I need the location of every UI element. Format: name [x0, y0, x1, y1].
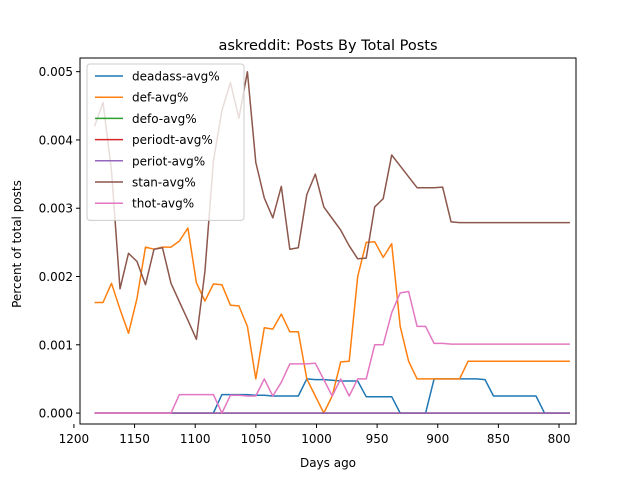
- plot-area: [79, 57, 577, 425]
- x-tick-label: 850: [487, 432, 510, 446]
- x-tick-label: 1000: [301, 432, 332, 446]
- x-tick-label: 1100: [180, 432, 211, 446]
- x-axis: 1200 1150 1100 1050 1000 950 900 850 800: [59, 424, 571, 446]
- series-line-def-avg: [94, 227, 570, 414]
- x-tick-label: 950: [366, 432, 389, 446]
- y-tick-label: 0.000: [39, 407, 73, 421]
- y-tick-label: 0.005: [39, 65, 73, 79]
- x-tick-label: 900: [426, 432, 449, 446]
- legend-entry: periot-avg%: [132, 154, 205, 168]
- x-tick-label: 1050: [241, 432, 272, 446]
- legend-box: [86, 63, 245, 221]
- legend-entry: periodt-avg%: [132, 133, 213, 147]
- chart-title: askreddit: Posts By Total Posts: [218, 38, 437, 54]
- y-axis-label: Percent of total posts: [10, 180, 24, 308]
- y-tick-label: 0.002: [39, 270, 73, 284]
- legend-entry: stan-avg%: [132, 176, 196, 190]
- y-tick-label: 0.004: [39, 133, 73, 147]
- x-tick-label: 1150: [119, 432, 150, 446]
- y-tick-label: 0.001: [39, 338, 73, 352]
- y-axis: 0.000 0.001 0.002 0.003 0.004 0.005: [39, 65, 80, 421]
- x-axis-label: Days ago: [300, 456, 356, 470]
- series-line-thot-avg: [94, 290, 570, 414]
- legend-entry: def-avg%: [132, 91, 188, 105]
- legend-entry: thot-avg%: [132, 197, 194, 211]
- x-tick-label: 800: [548, 432, 571, 446]
- x-tick-label: 1200: [59, 432, 90, 446]
- legend-entry: defo-avg%: [132, 112, 197, 126]
- y-tick-label: 0.003: [39, 202, 73, 216]
- plot-frame: [79, 57, 577, 425]
- series-line-stan-avg: [93, 70, 570, 341]
- legend: deadass-avg% def-avg% defo-avg% periodt-avg…: [86, 63, 245, 221]
- legend-entry: deadass-avg%: [132, 70, 220, 84]
